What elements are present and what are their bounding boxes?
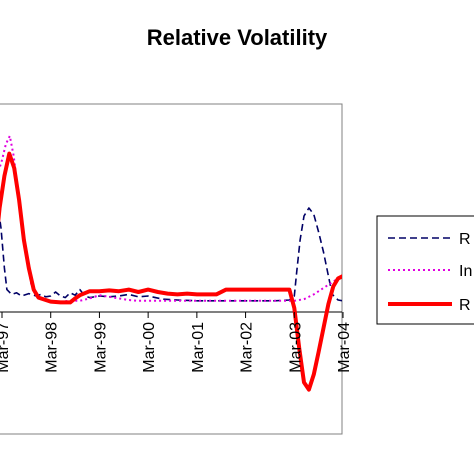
legend-label-3: R xyxy=(459,297,471,314)
x-axis: Mar-97 Mar-98 Mar-99 Mar-00 Mar-01 Mar-02 Mar-… xyxy=(0,312,353,373)
x-tick-label: Mar-98 xyxy=(44,322,61,373)
x-tick-label: Mar-03 xyxy=(287,322,304,373)
x-tick-label: Mar-00 xyxy=(141,322,158,373)
series-line-1-dashed xyxy=(0,207,342,302)
x-tick-label: Mar-02 xyxy=(239,322,256,373)
x-tick-label: Mar-97 xyxy=(0,322,12,373)
x-tick-label: Mar-99 xyxy=(92,322,109,373)
plot-area xyxy=(0,103,343,435)
series-layer xyxy=(0,135,342,392)
x-tick-label: Mar-01 xyxy=(190,322,207,373)
series-line-2-dotted xyxy=(0,135,342,303)
legend-label-2: In xyxy=(459,263,472,280)
legend-label-1: R xyxy=(459,231,471,248)
series-line-3-solid xyxy=(0,151,342,392)
chart-title: Relative Volatility xyxy=(147,25,328,50)
x-tick-label: Mar-04 xyxy=(336,322,353,373)
legend: R In R xyxy=(376,215,474,325)
